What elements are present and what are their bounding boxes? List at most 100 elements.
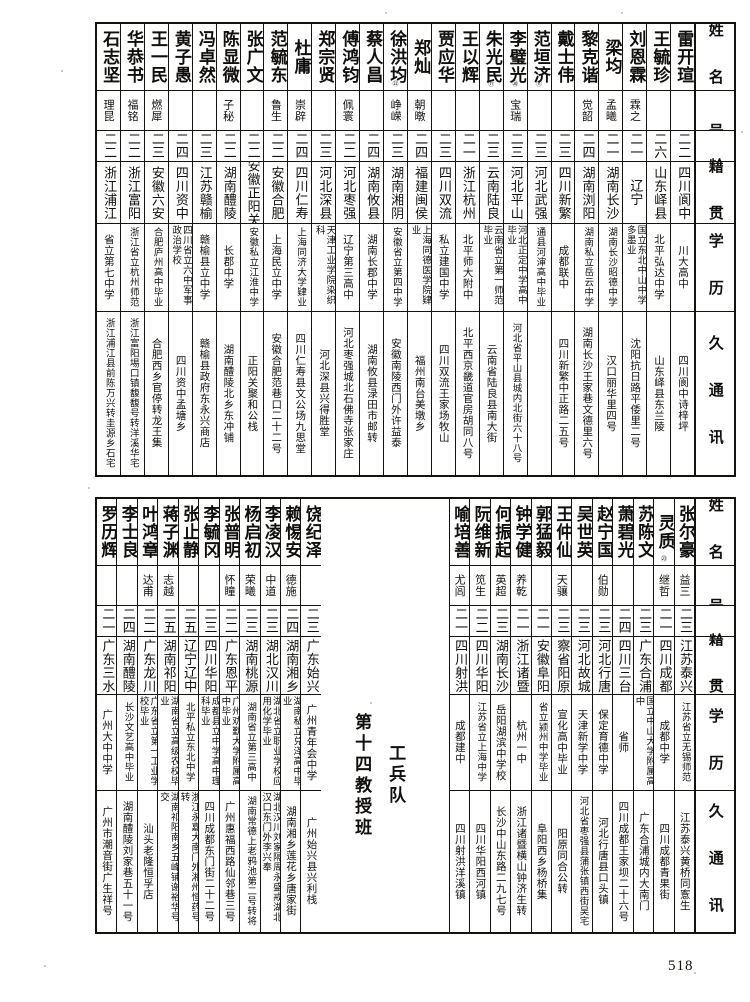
cell-alias bbox=[312, 89, 336, 130]
alias-text: 英超 bbox=[494, 573, 508, 597]
name-text: 华恭书 bbox=[123, 29, 144, 84]
cell-alias: 子秘 bbox=[216, 89, 240, 130]
native-text: 河北故城 bbox=[574, 638, 590, 693]
education-text: 省立第七中学 bbox=[102, 234, 115, 301]
name-text: 朱光民 bbox=[481, 29, 502, 84]
cell-age: 二四 bbox=[407, 129, 431, 162]
address-text: 河北省平山县城内北街六十八号 bbox=[510, 323, 522, 464]
cell-address: 湖北汉川刘家隔周永盛戒湖北汉口东门外李兴奉 bbox=[260, 789, 280, 932]
cell-native: 湖南湘乡 bbox=[280, 636, 301, 694]
address-text: 沈阳抗日路平倭里二号 bbox=[629, 338, 642, 449]
cell-education: 通县河渖高中毕业 bbox=[527, 223, 551, 311]
cell-alias bbox=[531, 564, 551, 605]
native-text: 四川阆中 bbox=[675, 165, 691, 220]
person-column: 何振起 英超 二三 湖南长沙 岳阳湖滨中学校 长沙中山东路二九七号 bbox=[489, 499, 511, 932]
cell-native: 河北深县 bbox=[312, 161, 336, 223]
cell-education: 合肥庐州高中毕业 bbox=[144, 223, 168, 311]
name-text: 王以辉 bbox=[457, 29, 478, 84]
name-annotation: ⑪ bbox=[536, 80, 543, 88]
legend-native: 籍 贯 bbox=[696, 161, 735, 223]
native-text: 四川射洪 bbox=[452, 638, 468, 693]
cell-address: 四川资中孟塘乡 bbox=[168, 310, 192, 475]
cell-address: 四川新繁中正路二五号 bbox=[551, 310, 575, 475]
cell-education: 北平弘达中学 bbox=[647, 223, 671, 311]
paper-speck bbox=[44, 965, 46, 967]
cell-age: 二一 bbox=[449, 604, 470, 637]
alias-text: 孟曦 bbox=[604, 98, 618, 122]
cell-alias: 孟曦 bbox=[599, 89, 623, 130]
cell-alias bbox=[199, 564, 219, 605]
cell-age: 二二 bbox=[97, 129, 120, 162]
age-text: 二四 bbox=[579, 132, 595, 160]
education-text: 合肥庐州高中毕业 bbox=[151, 227, 163, 308]
cell-address: 四川仁寿县文公场九思堂 bbox=[288, 310, 312, 475]
cell-age: 二二 bbox=[216, 129, 240, 162]
address-text: 湖南湘乡莲花乡唐家街 bbox=[285, 806, 297, 917]
cell-address: 四川成都青果街 bbox=[654, 789, 674, 932]
alias-text: 荣曦 bbox=[243, 573, 257, 597]
education-text: 上海同济大学肄业 bbox=[295, 227, 307, 308]
cell-native: 浙江杭州 bbox=[455, 161, 479, 223]
cell-address: 四川华阳西河镇 bbox=[470, 789, 490, 932]
address-text: 云南省陆良县南大街 bbox=[485, 343, 498, 443]
alias-text: 宝瑞 bbox=[508, 98, 522, 122]
cell-age: 二四 bbox=[117, 604, 137, 637]
cell-age: 二一 bbox=[97, 604, 117, 637]
cell-alias bbox=[117, 564, 137, 605]
cell-age: 二四 bbox=[280, 604, 301, 637]
age-text: 二三 bbox=[435, 132, 451, 160]
legend-name: 姓 名 bbox=[696, 24, 734, 90]
cell-alias: 益三 bbox=[674, 564, 695, 605]
cell-alias: 继哲 bbox=[654, 564, 674, 605]
person-column: 李璧光 ⑳ 宝瑞 二三 河北平山 河北正定中学高中毕业 河北省平山县城内北街六十八号 bbox=[502, 24, 527, 475]
cell-name: 黎克谐 bbox=[575, 24, 598, 90]
address-text: 北平西京畿道官房胡同八号 bbox=[461, 327, 474, 460]
cell-name: 贾应华 bbox=[432, 24, 455, 90]
native-text: 湖南醴陵 bbox=[119, 638, 135, 693]
cell-address: 沈阳抗日路平倭里二号 bbox=[623, 310, 647, 475]
cell-name: 冯卓然 bbox=[193, 24, 216, 90]
person-column: 钟学健 养乾 二一 浙江诸暨 杭州一中 浙江诸暨横山钟济生转 bbox=[510, 499, 531, 932]
cell-alias: 尤闾 bbox=[449, 564, 470, 605]
address-text: 四川阆中诗梓坪 bbox=[676, 354, 689, 432]
cell-age: 二五 bbox=[158, 604, 178, 637]
age-text: 二四 bbox=[412, 132, 428, 160]
name-text: 蒋子渊 bbox=[158, 504, 178, 559]
cell-education: 川大高中 bbox=[671, 223, 695, 311]
cell-address: 北平西京畿道官房胡同八号 bbox=[455, 310, 479, 475]
paper-speck bbox=[61, 70, 63, 72]
name-annotation: ㉒ bbox=[392, 80, 399, 88]
cell-address: 云南省陆良县南大街 bbox=[479, 310, 503, 475]
cell-native: 四川阆中 bbox=[671, 161, 695, 223]
cell-native: 辽宁 bbox=[623, 161, 647, 223]
education-text: 岳阳湖滨中学校 bbox=[494, 703, 507, 781]
cell-name: 李士良 bbox=[117, 499, 137, 565]
cell-name: 王仲仙 bbox=[552, 499, 571, 565]
cell-age: 二三 bbox=[312, 129, 336, 162]
age-text: 二二 bbox=[340, 132, 356, 160]
cell-native: 福建闽侯 bbox=[407, 161, 431, 223]
cell-address: 福州南台美墩乡 bbox=[407, 310, 431, 475]
cell-native: 广东始兴 bbox=[301, 636, 321, 694]
cell-age: 二三 bbox=[633, 604, 654, 637]
cell-education: 上海同德医学院肄业 bbox=[407, 223, 431, 311]
address-text: 四川成都青果街 bbox=[658, 822, 671, 900]
cell-native: 四川双流 bbox=[431, 161, 455, 223]
cell-address: 汕头老隆恒孚店 bbox=[137, 789, 158, 932]
person-column: 张广文 二二 安徽正阳关 安徽私立江淮中学 正阳关聚和公栈 bbox=[239, 24, 264, 475]
cell-alias: 觉韶 bbox=[575, 89, 599, 130]
address-text: 广东合浦城内大南门 bbox=[637, 811, 650, 911]
cell-education: 湖南长沙昭德中学 bbox=[599, 223, 623, 311]
education-text: 广州劝勤大学附属高中毕业 bbox=[219, 696, 240, 787]
native-text: 察省阳原 bbox=[554, 638, 570, 693]
native-text: 浙江浦江 bbox=[101, 165, 117, 220]
person-column: 陈显微 子秘 二二 湖南醴陵 长郡中学 湖南醴陵北乡东冲铺 bbox=[215, 24, 240, 475]
address-text: 四川华阳西河镇 bbox=[474, 822, 487, 900]
cell-education: 广州青年会中学 bbox=[301, 694, 321, 790]
cell-education: 安徽私立江淮中学 bbox=[240, 223, 264, 311]
name-text: 杨启初 bbox=[240, 504, 260, 559]
cell-alias: 福铭 bbox=[120, 89, 144, 130]
cell-address: 河北枣强城北石佛寺张家庄 bbox=[336, 310, 360, 475]
native-text: 河北行唐 bbox=[595, 638, 611, 693]
